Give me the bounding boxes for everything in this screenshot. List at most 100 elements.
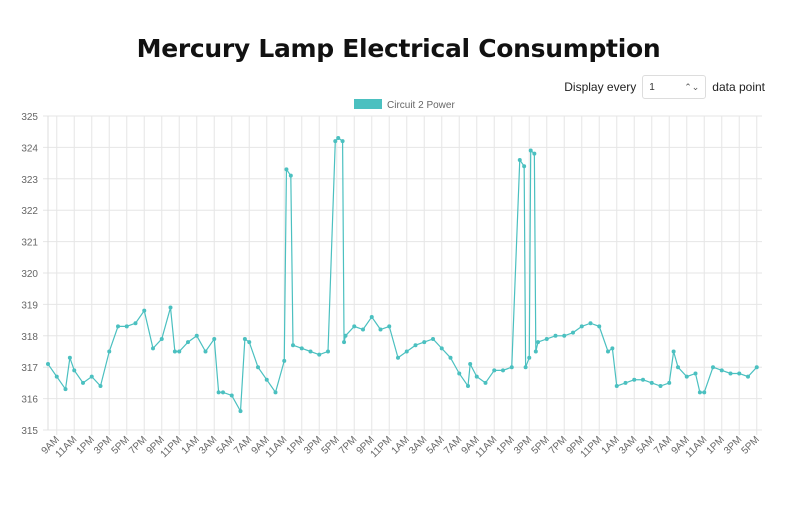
data-point: [404, 349, 409, 354]
data-point: [523, 365, 528, 370]
x-tick-label: 7AM: [652, 434, 674, 456]
x-tick-label: 1PM: [495, 434, 517, 456]
y-tick-label: 317: [21, 363, 38, 374]
legend-swatch: [354, 99, 382, 109]
data-point: [340, 139, 345, 144]
data-point: [536, 340, 540, 345]
x-tick-label: 7PM: [127, 434, 149, 456]
x-tick-label: 7PM: [547, 434, 569, 456]
x-tick-label: 3PM: [92, 434, 114, 456]
x-tick-label: 5AM: [215, 434, 237, 456]
up-down-chevron-icon[interactable]: ⌃⌄: [684, 81, 700, 92]
data-point: [168, 305, 173, 310]
data-point: [649, 380, 654, 385]
data-point: [431, 336, 435, 341]
y-tick-label: 325: [21, 112, 38, 123]
y-tick-label: 320: [21, 269, 38, 280]
data-point: [342, 340, 347, 345]
data-point: [396, 355, 400, 360]
data-point: [212, 336, 217, 341]
data-point: [291, 343, 295, 348]
data-point: [159, 336, 164, 341]
x-tick-label: 3AM: [617, 434, 639, 456]
step-input[interactable]: 1 ⌃⌄: [642, 75, 707, 99]
data-point: [387, 324, 392, 329]
data-point: [343, 333, 348, 338]
data-point: [203, 349, 208, 354]
data-point: [317, 352, 322, 357]
x-tick-label: 7AM: [232, 434, 254, 456]
data-point: [483, 380, 488, 385]
data-point: [142, 308, 147, 313]
data-point: [562, 333, 567, 338]
data-point: [242, 336, 247, 341]
x-tick-label: 3PM: [722, 434, 744, 456]
data-point: [89, 374, 94, 379]
data-point: [702, 390, 707, 395]
data-point: [308, 349, 313, 354]
data-point: [711, 365, 715, 370]
data-point: [413, 343, 418, 348]
data-point: [422, 340, 427, 345]
y-tick-label: 319: [21, 300, 38, 311]
data-point: [46, 362, 50, 367]
data-point: [667, 380, 672, 385]
data-point: [124, 324, 129, 329]
data-point: [81, 380, 85, 385]
data-point: [352, 324, 357, 329]
data-point: [553, 333, 558, 338]
x-tick-label: 5PM: [530, 434, 552, 456]
x-tick-label: 3PM: [512, 434, 534, 456]
data-point: [754, 365, 759, 370]
data-point: [172, 349, 177, 354]
series-line: [47, 137, 758, 414]
data-point: [728, 371, 733, 376]
data-point: [533, 349, 538, 354]
data-point: [509, 365, 514, 370]
y-tick-label: 321: [21, 238, 38, 249]
data-point: [457, 371, 462, 376]
data-point: [326, 349, 330, 354]
data-point: [448, 355, 453, 360]
display-every-control: Display every 1 ⌃⌄ data point: [564, 75, 765, 99]
data-point: [671, 349, 676, 354]
y-tick-label: 322: [21, 206, 38, 217]
data-point: [107, 349, 112, 354]
data-point: [623, 380, 628, 385]
data-point: [238, 409, 243, 414]
data-point: [492, 368, 497, 373]
x-tick-label: 1PM: [705, 434, 727, 456]
x-tick-label: 1PM: [75, 434, 97, 456]
data-point: [264, 377, 269, 382]
x-tick-label: 5AM: [425, 434, 447, 456]
data-point: [72, 368, 77, 373]
data-point: [288, 173, 293, 178]
y-tick-label: 324: [21, 143, 38, 154]
x-tick-label: 3PM: [302, 434, 324, 456]
data-point: [67, 355, 72, 360]
data-point: [474, 374, 479, 379]
data-point: [439, 346, 444, 351]
data-point: [378, 327, 383, 332]
x-tick-label: 3AM: [197, 434, 219, 456]
data-point: [177, 349, 182, 354]
data-point: [333, 139, 338, 144]
data-point: [544, 336, 549, 341]
data-point: [571, 330, 575, 335]
y-tick-label: 318: [21, 332, 38, 343]
chart-title: Mercury Lamp Electrical Consumption: [136, 34, 661, 63]
data-point: [336, 135, 341, 140]
data-point: [282, 358, 287, 363]
data-point: [522, 164, 527, 169]
x-tick-label: 1AM: [600, 434, 622, 456]
data-point: [632, 377, 637, 382]
data-point: [98, 384, 103, 389]
x-tick-label: 3AM: [407, 434, 429, 456]
data-point: [284, 167, 289, 172]
data-point: [216, 390, 221, 395]
data-point: [737, 371, 742, 376]
data-point: [746, 374, 750, 379]
data-point: [527, 355, 532, 360]
step-value: 1: [649, 81, 655, 93]
